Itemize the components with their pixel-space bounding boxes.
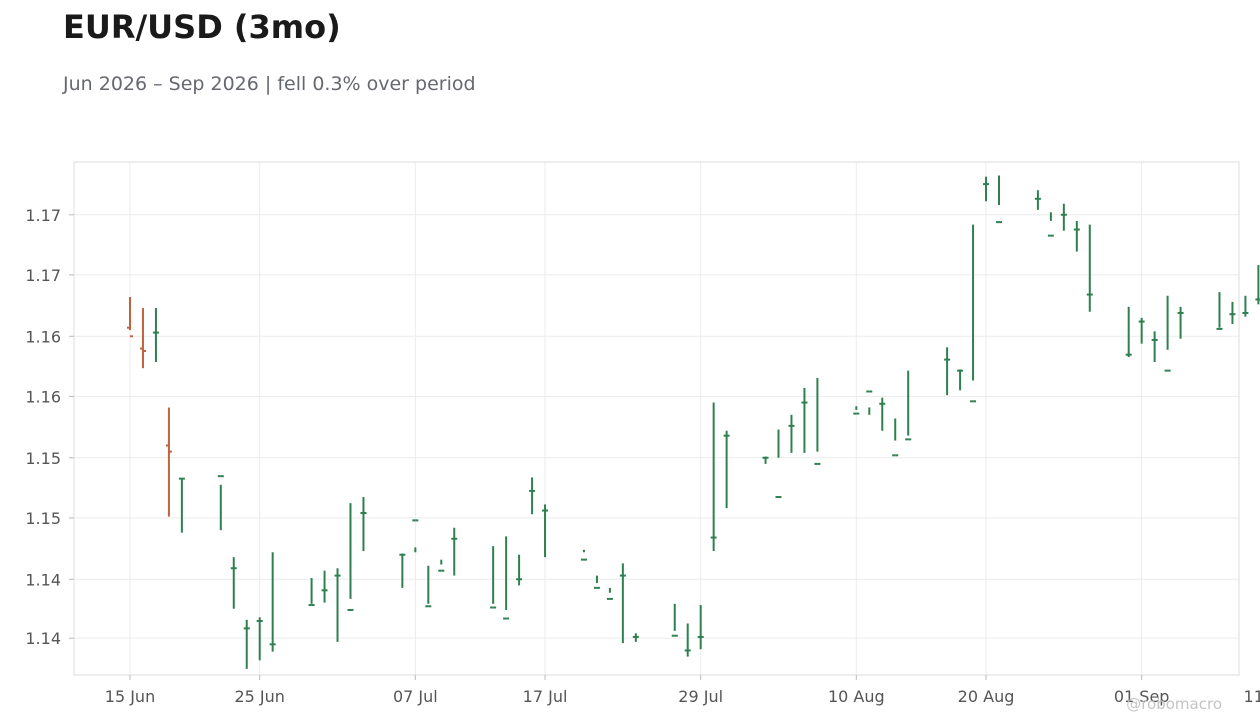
- ohlc-bar: [866, 390, 873, 415]
- y-tick-label: 1.15: [25, 509, 61, 528]
- ohlc-bar: [1086, 224, 1093, 312]
- watermark: @robomacro: [1126, 695, 1222, 713]
- ohlc-bar: [347, 503, 354, 611]
- x-tick-label: 01 Sep: [1114, 687, 1170, 706]
- ohlc-bar: [1229, 301, 1236, 324]
- ohlc-bar: [542, 504, 549, 558]
- ohlc-bar: [995, 175, 1002, 224]
- ohlc-bars: [127, 175, 1260, 669]
- ohlc-bar: [360, 497, 367, 552]
- ohlc-bar: [1255, 265, 1260, 305]
- ohlc-bar: [684, 623, 691, 657]
- ohlc-bar: [593, 575, 600, 589]
- ohlc-bar: [1034, 190, 1041, 210]
- ohlc-bar: [1242, 295, 1249, 317]
- ohlc-bar: [632, 633, 639, 642]
- ohlc-bar: [412, 519, 419, 553]
- ohlc-bar: [723, 430, 730, 509]
- ohlc-bar: [321, 570, 328, 603]
- x-tick-label: 11 Sep: [1244, 687, 1260, 706]
- y-tick-label: 1.16: [25, 327, 61, 346]
- y-axis: 1.14 1.14 1.15 1.15 1.16 1.16 1.17 1.17: [25, 206, 74, 648]
- ohlc-bar: [970, 224, 977, 403]
- ohlc-bar: [1164, 295, 1171, 372]
- ohlc-bar: [983, 176, 990, 202]
- ohlc-bar: [243, 619, 250, 669]
- ohlc-bar: [1060, 203, 1067, 231]
- ohlc-bar: [697, 605, 704, 650]
- ohlc-bar: [334, 568, 341, 642]
- ohlc-bar: [1151, 331, 1158, 363]
- ohlc-bar: [165, 407, 172, 517]
- grid-lines: [74, 162, 1239, 675]
- chart-title: EUR/USD (3mo): [63, 8, 341, 46]
- ohlc-bar: [308, 578, 315, 607]
- ohlc-bar: [503, 536, 510, 620]
- ohlc-bar: [814, 378, 821, 465]
- y-tick-label: 1.14: [25, 570, 61, 589]
- x-axis: 15 Jun 25 Jun 07 Jul 17 Jul 29 Jul 10 Aug 20 A…: [105, 675, 1260, 706]
- ohlc-bar: [1138, 317, 1145, 344]
- ohlc-bar: [619, 563, 626, 644]
- ohlc-bar: [1125, 306, 1132, 358]
- ohlc-bar: [853, 406, 860, 415]
- y-tick-label: 1.16: [25, 387, 61, 406]
- ohlc-bar: [516, 554, 523, 586]
- ohlc-bar: [1073, 220, 1080, 252]
- x-tick-label: 29 Jul: [678, 687, 723, 706]
- chart-subtitle: Jun 2026 – Sep 2026 | fell 0.3% over per…: [63, 73, 476, 95]
- ohlc-bar: [671, 603, 678, 637]
- ohlc-bar: [1216, 292, 1223, 330]
- ohlc-bar: [606, 587, 613, 600]
- x-tick-label: 10 Aug: [828, 687, 885, 706]
- x-tick-label: 17 Jul: [523, 687, 568, 706]
- ohlc-bar: [425, 565, 432, 608]
- ohlc-bar: [879, 397, 886, 431]
- ohlc-bar: [490, 546, 497, 609]
- ohlc-bar: [139, 308, 146, 369]
- ohlc-bar: [710, 402, 717, 552]
- ohlc-bar: [438, 559, 445, 572]
- ohlc-bar: [1177, 306, 1184, 339]
- ohlc-bar: [788, 414, 795, 453]
- x-tick-label: 25 Jun: [234, 687, 284, 706]
- ohlc-bar: [217, 475, 224, 531]
- ohlc-bar: [1047, 212, 1054, 237]
- y-tick-label: 1.15: [25, 449, 61, 468]
- ohlc-bar: [801, 387, 808, 453]
- ohlc-bar: [775, 429, 782, 499]
- ohlc-bar: [127, 297, 133, 338]
- ohlc-bar: [256, 617, 263, 661]
- ohlc-bar: [399, 553, 406, 588]
- y-tick-label: 1.14: [25, 629, 61, 648]
- ohlc-bar: [580, 549, 587, 561]
- ohlc-bar: [178, 477, 185, 533]
- ohlc-bar: [451, 527, 458, 576]
- x-tick-label: 15 Jun: [105, 687, 155, 706]
- ohlc-bar: [957, 369, 964, 391]
- ohlc-bar: [529, 477, 536, 515]
- ohlc-bar: [269, 552, 276, 652]
- ohlc-bar: [892, 418, 899, 457]
- y-tick-label: 1.17: [25, 266, 61, 285]
- y-tick-label: 1.17: [25, 206, 61, 225]
- x-tick-label: 20 Aug: [958, 687, 1015, 706]
- ohlc-bar: [762, 456, 769, 464]
- plot-area-frame: [73, 161, 1240, 676]
- ohlc-bar: [230, 557, 237, 609]
- ohlc-bar: [944, 347, 951, 396]
- ohlc-bar: [905, 370, 912, 441]
- ohlc-bar: [152, 308, 159, 363]
- x-tick-label: 07 Jul: [393, 687, 438, 706]
